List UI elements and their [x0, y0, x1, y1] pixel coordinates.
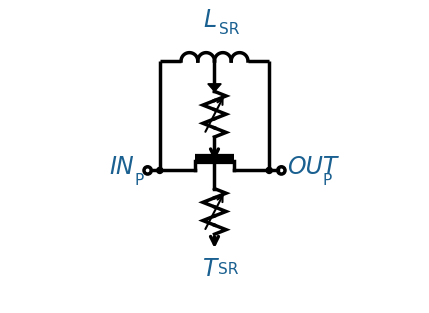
- Circle shape: [266, 167, 272, 173]
- Text: SR: SR: [218, 262, 238, 277]
- Circle shape: [157, 167, 163, 173]
- Text: T: T: [203, 257, 217, 281]
- Text: OUT: OUT: [287, 155, 338, 179]
- Polygon shape: [208, 84, 221, 91]
- Text: P: P: [135, 173, 144, 188]
- Text: P: P: [323, 173, 332, 188]
- Text: L: L: [203, 8, 217, 32]
- Text: SR: SR: [219, 22, 239, 37]
- Text: IN: IN: [109, 155, 134, 179]
